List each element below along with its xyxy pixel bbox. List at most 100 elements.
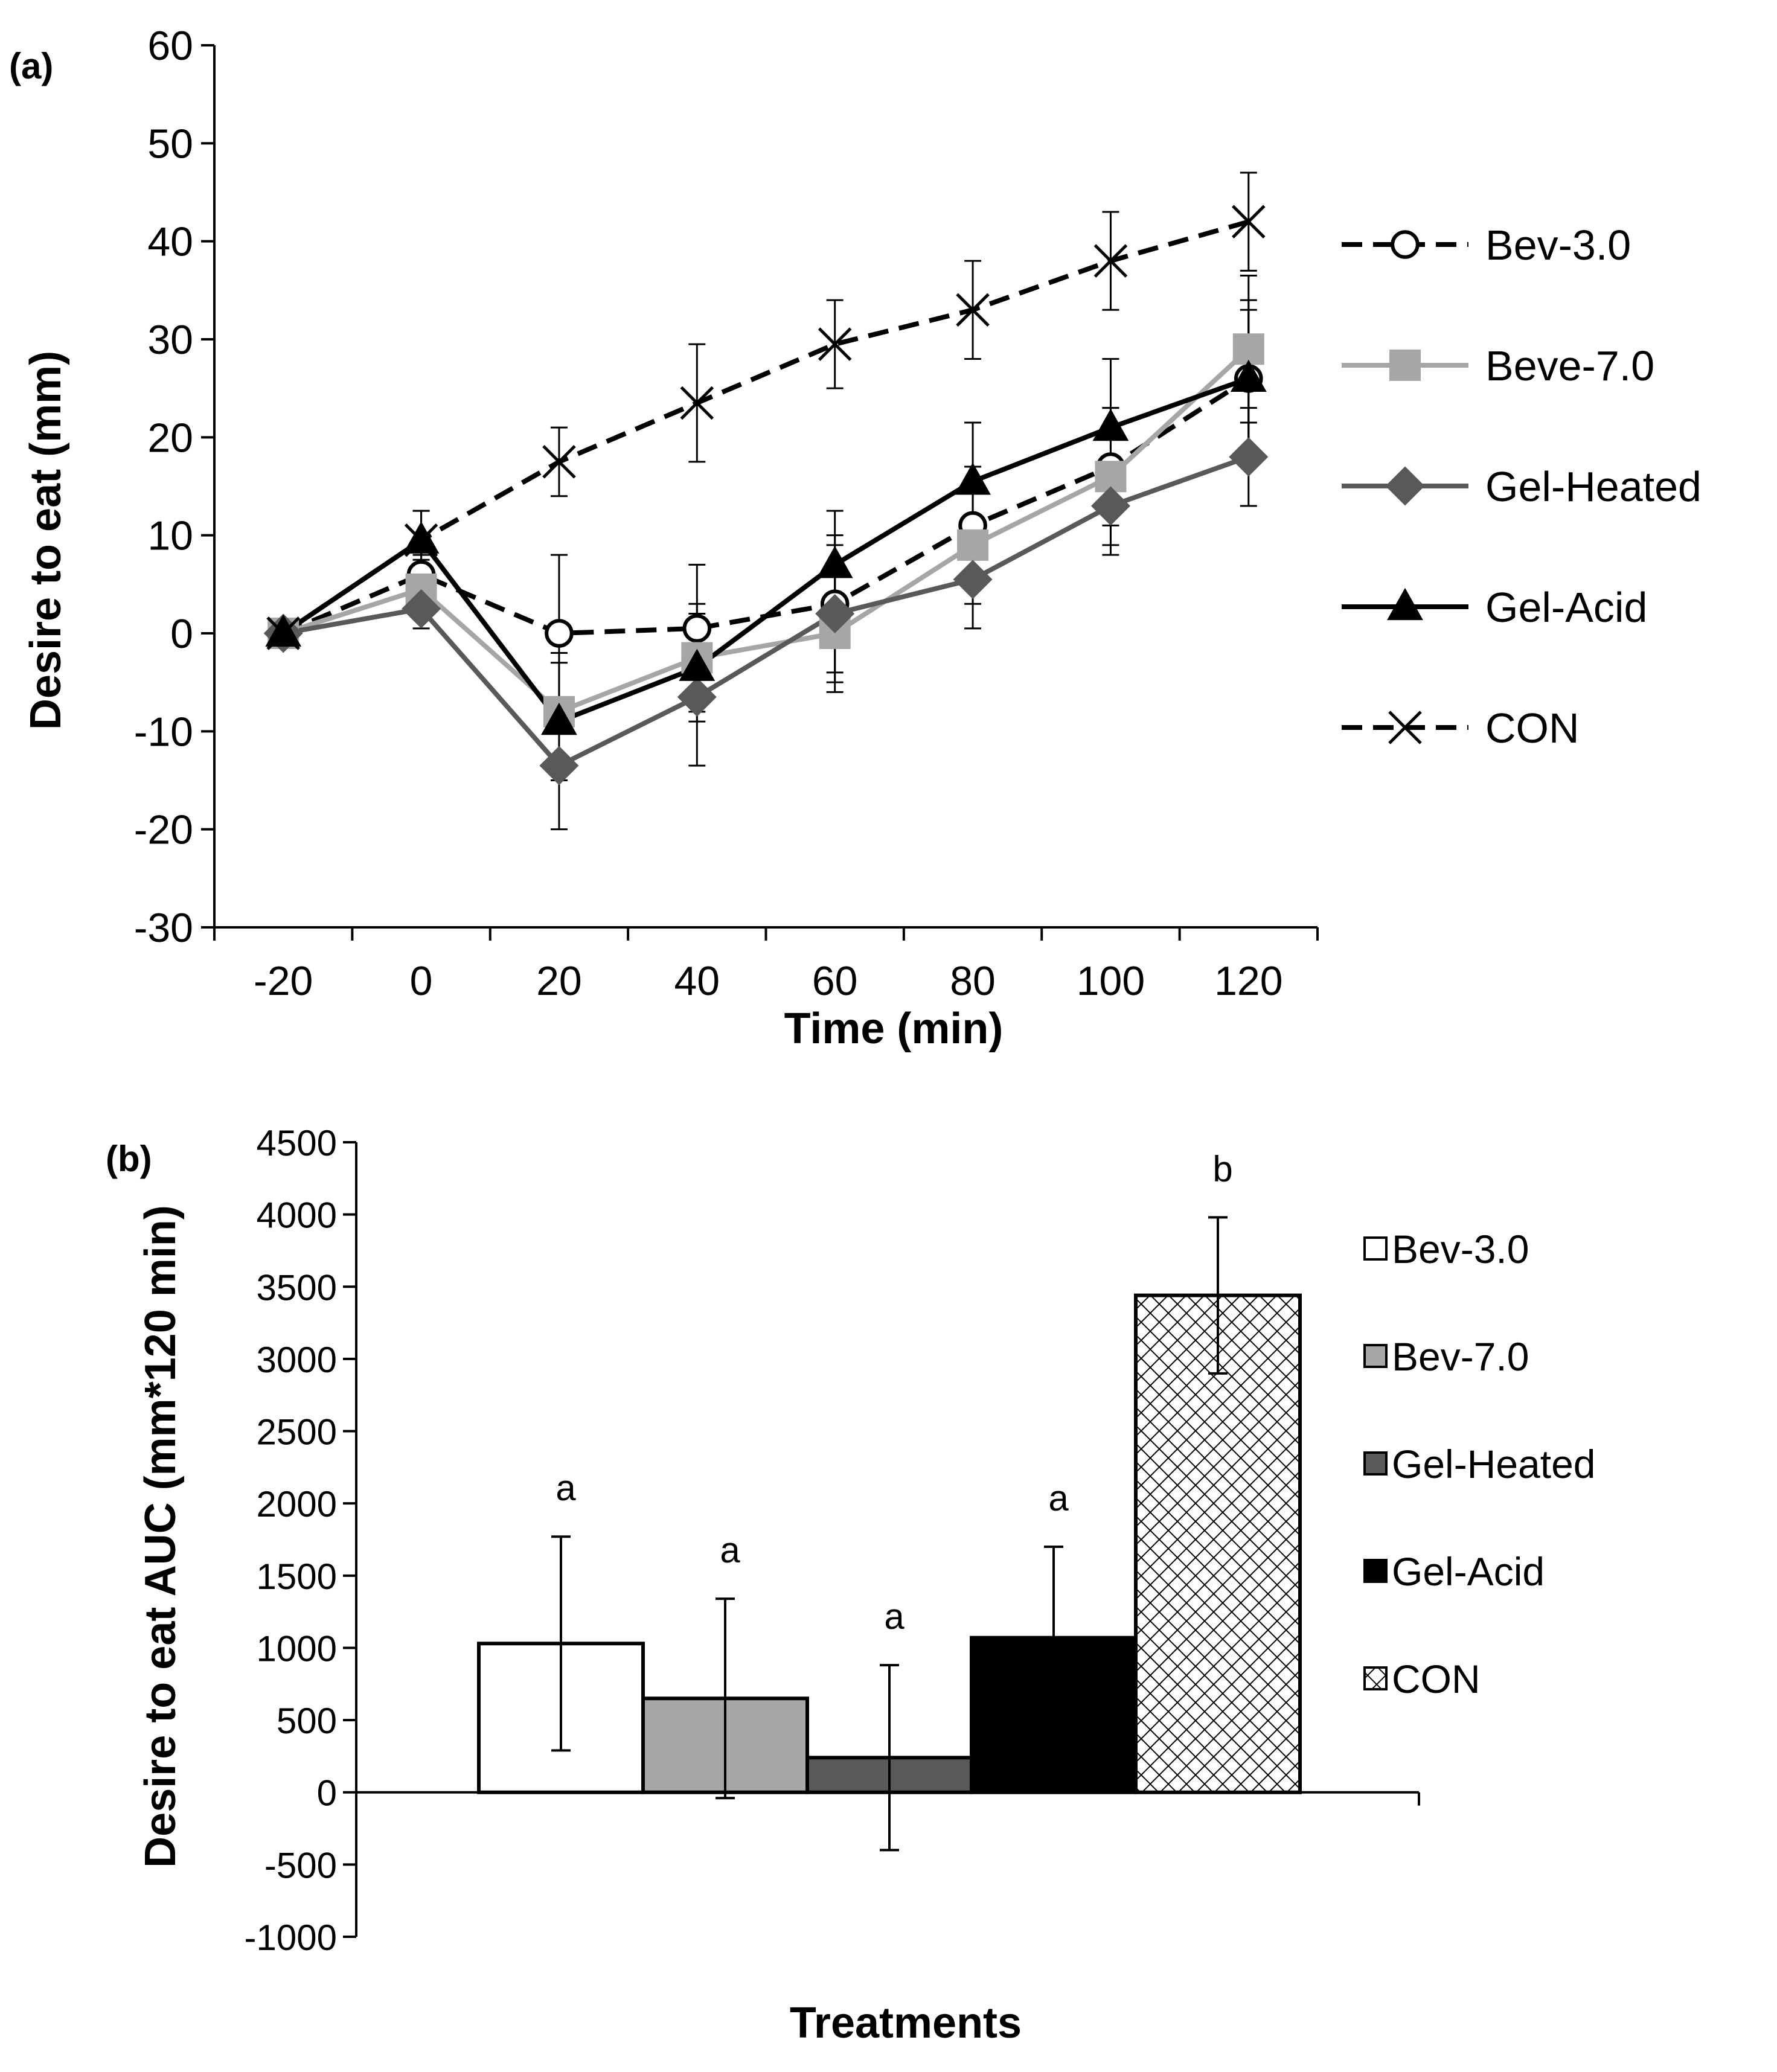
series-line-beve-7-0: [282, 347, 1250, 714]
panel-b-y-tick-label: -500: [264, 1845, 337, 1885]
series-line-con: [281, 219, 1249, 636]
data-point-con-stroke-2: [680, 386, 714, 420]
legend-marker: [1391, 230, 1420, 259]
panel-b-y-tick-label: 1000: [257, 1628, 337, 1669]
legend-label: Bev-3.0: [1485, 222, 1631, 269]
significance-label: a: [720, 1530, 740, 1570]
legend-item-bev-7-0: Bev-7.0: [1363, 1334, 1529, 1379]
panel-b: (b) -1000 -500 0 500 1000 1500 2000 2500 3000 350…: [106, 1123, 1596, 2047]
data-point-beve-7-0: [1232, 333, 1264, 365]
panel-b-y-tick-label: 2000: [257, 1484, 337, 1524]
data-point-con-stroke-2: [542, 445, 576, 479]
panel-b-y-tick-label: 2500: [257, 1412, 337, 1453]
data-point-bev-3-0: [682, 614, 712, 643]
legend-label: Gel-Heated: [1485, 463, 1702, 510]
panel-b-y-tick-label: 500: [277, 1701, 337, 1741]
data-point-con: [1232, 205, 1266, 238]
panel-a-label: (a): [9, 46, 53, 86]
panel-b-y-tick-label: 0: [317, 1773, 337, 1814]
legend-item-bev-3-0: Bev-3.0: [1363, 1227, 1529, 1271]
data-point-con-stroke-2: [818, 327, 852, 361]
legend-swatch: [1363, 1559, 1388, 1583]
panel-a-y-tick-label: -10: [134, 709, 193, 755]
panel-a-x-axis-title: Time (min): [784, 1005, 1004, 1053]
panel-b-x-axis-title: Treatments: [790, 1999, 1022, 2047]
significance-label: a: [556, 1468, 576, 1508]
legend-marker: [1389, 350, 1421, 381]
panel-b-y-tick-label: 3000: [257, 1340, 337, 1380]
data-point-con-stroke-2: [266, 616, 300, 650]
panel-a-x-tick-label: 0: [410, 958, 433, 1004]
legend-label: Gel-Acid: [1485, 584, 1647, 631]
legend-item-gel-heated: Gel-Heated: [1363, 1442, 1596, 1486]
panel-a-y-tick-label: 60: [147, 23, 193, 69]
legend-item-gel-acid: Gel-Acid: [1342, 584, 1647, 631]
panel-a-y-axis-title: Desire to eat (mm): [22, 351, 70, 730]
panel-b-y-tick-label: 3500: [257, 1267, 337, 1308]
panel-b-y-axis-title: Desire to eat AUC (mm*120 min): [136, 1205, 185, 1868]
data-point-con: [680, 386, 714, 420]
panel-a-y-tick-label: -20: [134, 807, 193, 853]
panel-b-y-tick-label: 4500: [257, 1123, 337, 1163]
data-point-gel-heated: [815, 594, 855, 634]
series-markers-con: [266, 205, 1266, 650]
panel-b-y-tick-label: -1000: [245, 1917, 337, 1958]
data-point-con: [404, 523, 438, 557]
panel-a-y-tick-label: 20: [147, 415, 193, 461]
panel-b-y-tick-label: 1500: [257, 1556, 337, 1597]
legend-label: CON: [1392, 1657, 1481, 1701]
data-point-gel-acid: [403, 521, 440, 554]
data-point-gel-acid: [541, 702, 577, 735]
data-point-con: [1093, 244, 1128, 278]
legend-label: Beve-7.0: [1485, 342, 1654, 389]
panel-a-plot: -30 -20 -10 0 10 20 30 40 50 60 -20 0 20 40 60 80 100 120: [134, 23, 1319, 1004]
panel-a-x-tick-label: 80: [950, 958, 996, 1004]
legend-marker: [1388, 711, 1422, 744]
panel-b-legend: Bev-3.0 Bev-7.0 Gel-Heated Gel-Acid CON: [1363, 1227, 1596, 1701]
legend-swatch: [1363, 1451, 1388, 1476]
legend-item-beve-7-0: Beve-7.0: [1342, 342, 1654, 389]
data-point-bev-3-0: [545, 619, 574, 648]
data-point-gel-acid: [955, 462, 991, 495]
panel-a-x-tick-label: 120: [1214, 958, 1282, 1004]
panel-b-y-tick-label: 4000: [257, 1195, 337, 1236]
legend-marker-stroke-2: [1388, 711, 1422, 744]
panel-b-label: (b): [106, 1139, 152, 1179]
legend-swatch: [1363, 1666, 1388, 1690]
panel-a-y-tick-label: 50: [147, 121, 193, 167]
data-point-gel-acid: [265, 614, 302, 647]
data-point-gel-heated: [1229, 437, 1269, 477]
panel-a-x-tick-label: -20: [254, 958, 313, 1004]
data-point-con-stroke-2: [404, 523, 438, 557]
data-point-con-stroke-2: [1093, 244, 1128, 278]
panel-a-y-tick-label: 0: [170, 611, 193, 657]
bar-con: [1134, 1293, 1302, 1794]
data-point-gel-heated: [1090, 486, 1130, 526]
data-point-con-stroke-2: [956, 293, 990, 327]
series-markers-gel-heated: [263, 437, 1269, 785]
legend-item-con: CON: [1342, 705, 1580, 752]
legend-item-bev-3-0: Bev-3.0: [1342, 222, 1631, 269]
panel-a-x-tick-label: 60: [812, 958, 858, 1004]
significance-label: b: [1212, 1148, 1232, 1189]
legend-item-gel-heated: Gel-Heated: [1342, 463, 1702, 510]
data-point-gel-heated: [539, 746, 579, 785]
legend-marker: [1385, 466, 1425, 506]
panel-a: (a) -30 -20 -10 0 10 20 30 40 50 60 -20 0 20 40 60 80 10…: [9, 23, 1702, 1053]
legend-swatch: [1363, 1344, 1388, 1368]
legend-label: Gel-Heated: [1392, 1442, 1596, 1486]
legend-label: Bev-3.0: [1392, 1227, 1529, 1271]
panel-a-y-tick-label: 40: [147, 219, 193, 265]
data-point-gel-heated: [402, 589, 441, 628]
legend-item-con: CON: [1363, 1657, 1481, 1701]
legend-label: Gel-Acid: [1392, 1549, 1545, 1594]
legend-swatch: [1363, 1236, 1388, 1261]
panel-a-y-tick-label: -30: [134, 905, 193, 951]
significance-label: a: [884, 1596, 905, 1637]
data-point-con-stroke-2: [1232, 205, 1266, 238]
data-point-gel-acid: [679, 648, 716, 681]
panel-a-x-tick-label: 40: [674, 958, 720, 1004]
legend-label: Bev-7.0: [1392, 1334, 1529, 1379]
panel-a-x-tick-label: 20: [536, 958, 582, 1004]
